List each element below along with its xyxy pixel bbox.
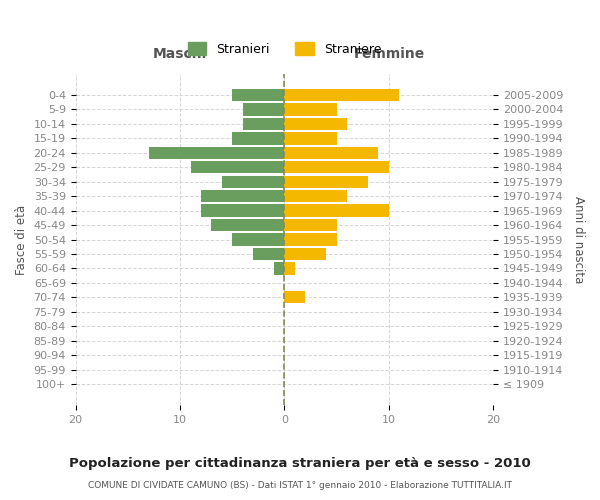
Bar xyxy=(243,104,284,116)
Bar xyxy=(284,190,347,202)
Bar xyxy=(253,248,284,260)
Bar xyxy=(201,190,284,202)
Bar xyxy=(201,204,284,217)
Bar xyxy=(284,219,337,231)
Bar xyxy=(222,176,284,188)
Bar xyxy=(284,176,368,188)
Bar xyxy=(284,132,337,144)
Y-axis label: Fasce di età: Fasce di età xyxy=(15,204,28,274)
Bar xyxy=(232,234,284,245)
Bar xyxy=(284,291,305,304)
Text: Femmine: Femmine xyxy=(353,46,425,60)
Bar xyxy=(284,234,337,245)
Bar xyxy=(232,132,284,144)
Text: COMUNE DI CIVIDATE CAMUNO (BS) - Dati ISTAT 1° gennaio 2010 - Elaborazione TUTTI: COMUNE DI CIVIDATE CAMUNO (BS) - Dati IS… xyxy=(88,481,512,490)
Y-axis label: Anni di nascita: Anni di nascita xyxy=(572,196,585,283)
Bar xyxy=(284,104,337,116)
Text: Popolazione per cittadinanza straniera per età e sesso - 2010: Popolazione per cittadinanza straniera p… xyxy=(69,457,531,470)
Bar xyxy=(284,248,326,260)
Bar xyxy=(284,118,347,130)
Bar xyxy=(284,262,295,274)
Bar xyxy=(284,161,389,173)
Bar xyxy=(232,89,284,101)
Bar xyxy=(191,161,284,173)
Text: Maschi: Maschi xyxy=(153,46,207,60)
Bar xyxy=(284,204,389,217)
Bar xyxy=(284,89,400,101)
Bar xyxy=(243,118,284,130)
Bar xyxy=(211,219,284,231)
Bar xyxy=(284,146,379,159)
Bar xyxy=(274,262,284,274)
Bar xyxy=(149,146,284,159)
Legend: Stranieri, Straniere: Stranieri, Straniere xyxy=(183,37,386,60)
